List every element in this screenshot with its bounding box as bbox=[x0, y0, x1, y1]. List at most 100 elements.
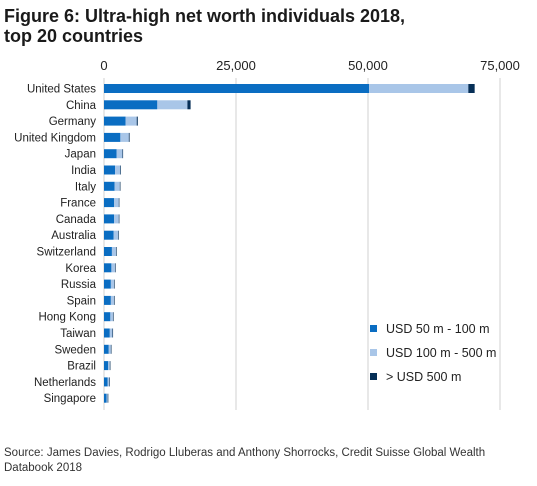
category-label: Singapore bbox=[44, 393, 96, 405]
source-note: Source: James Davies, Rodrigo Lluberas a… bbox=[4, 447, 486, 474]
legend-label: USD 100 m - 500 m bbox=[386, 346, 496, 360]
category-label: Canada bbox=[56, 214, 97, 226]
bar-segment bbox=[112, 328, 114, 338]
category-label: Australia bbox=[51, 230, 96, 242]
legend-swatch bbox=[370, 325, 377, 332]
bar-segment bbox=[114, 279, 115, 289]
bar-segment bbox=[104, 295, 111, 305]
bar-segment bbox=[120, 132, 129, 142]
category-label: Russia bbox=[61, 279, 97, 291]
bar-segment bbox=[104, 361, 109, 371]
bar-segment bbox=[114, 181, 120, 191]
category-label: Korea bbox=[65, 263, 96, 275]
bar-segment bbox=[108, 344, 111, 354]
category-label: Italy bbox=[75, 181, 96, 193]
bar-segment bbox=[104, 149, 117, 159]
bar-segment bbox=[107, 393, 109, 403]
bar-segment bbox=[104, 247, 112, 256]
bar-segment bbox=[118, 230, 119, 240]
bar-segment bbox=[104, 116, 126, 126]
x-tick-label: 25,000 bbox=[216, 58, 256, 73]
x-tick-label: 75,000 bbox=[480, 58, 520, 73]
bar-segment bbox=[104, 344, 109, 354]
bar-segment bbox=[104, 279, 111, 289]
bar-segment bbox=[157, 100, 188, 110]
category-labels: United States China Germany United Kingdom J… bbox=[14, 84, 96, 406]
x-tick-label: 0 bbox=[100, 58, 107, 73]
bar-segment bbox=[187, 100, 191, 110]
bar-segment bbox=[116, 149, 123, 159]
legend-label: USD 50 m - 100 m bbox=[386, 322, 490, 336]
bar-segment bbox=[104, 393, 107, 403]
bar-segment bbox=[115, 165, 121, 175]
category-label: Switzerland bbox=[37, 247, 96, 259]
bar-segment bbox=[111, 263, 116, 273]
chart-title-line-1: Figure 6: Ultra-high net worth individua… bbox=[4, 6, 406, 26]
legend: USD 50 m - 100 m USD 100 m - 500 m > USD 5… bbox=[370, 322, 496, 384]
bar-segment bbox=[104, 132, 121, 142]
category-label: Brazil bbox=[67, 361, 96, 373]
bar-segment bbox=[369, 84, 469, 93]
bar-segment bbox=[106, 393, 108, 403]
x-tick-label: 50,000 bbox=[348, 58, 388, 73]
bar-segment bbox=[104, 312, 111, 322]
category-label: Spain bbox=[67, 295, 96, 307]
x-axis-ticks: 0 25,000 50,000 75,000 bbox=[100, 58, 520, 73]
legend-swatch bbox=[370, 373, 377, 380]
category-label: United States bbox=[27, 84, 96, 96]
bar-segment bbox=[119, 181, 121, 191]
bar-segment bbox=[113, 230, 119, 240]
category-label: France bbox=[60, 198, 96, 210]
bar-segment bbox=[104, 198, 115, 208]
category-label: India bbox=[71, 165, 97, 177]
bar-segment bbox=[109, 361, 111, 371]
chart-title-line-2: top 20 countries bbox=[4, 26, 144, 46]
bar-segment bbox=[109, 328, 113, 338]
bar-segment bbox=[110, 344, 112, 354]
bar-segment bbox=[104, 263, 112, 273]
category-label: Hong Kong bbox=[38, 312, 96, 324]
bar-segment bbox=[136, 116, 138, 126]
bar-segment bbox=[104, 377, 108, 387]
bar-segment bbox=[114, 198, 119, 208]
chart-title: Figure 6: Ultra-high net worth individua… bbox=[4, 6, 524, 46]
bar-segment bbox=[118, 198, 120, 208]
bar-segment bbox=[110, 312, 113, 322]
category-label: United Kingdom bbox=[14, 132, 96, 144]
bar-segment bbox=[112, 312, 114, 322]
bar-segment bbox=[110, 279, 115, 289]
bar-segment bbox=[110, 295, 115, 305]
bar-segment bbox=[115, 263, 116, 273]
bar-segment bbox=[104, 181, 115, 191]
bar-segment bbox=[122, 149, 124, 159]
bars bbox=[104, 84, 475, 403]
category-label: Germany bbox=[49, 116, 97, 128]
bar-segment bbox=[104, 84, 370, 93]
grid-lines bbox=[103, 78, 501, 410]
category-label: Sweden bbox=[54, 344, 96, 356]
bar-segment bbox=[104, 214, 115, 224]
bar-segment bbox=[104, 100, 158, 110]
bar-segment bbox=[104, 328, 110, 338]
bar-segment bbox=[109, 377, 110, 387]
bar-segment bbox=[125, 116, 137, 126]
bar-segment bbox=[118, 214, 120, 224]
category-label: China bbox=[66, 100, 97, 112]
bar-segment bbox=[116, 247, 117, 256]
legend-swatch bbox=[370, 349, 377, 356]
bar-segment bbox=[107, 377, 110, 387]
bar-segment bbox=[104, 230, 114, 240]
bar-segment bbox=[468, 84, 475, 93]
chart-area: 0 25,000 50,000 75,000 United States China Ge… bbox=[14, 58, 520, 410]
bar-segment bbox=[128, 132, 130, 142]
legend-label: > USD 500 m bbox=[386, 370, 461, 384]
category-label: Taiwan bbox=[60, 328, 96, 340]
category-label: Netherlands bbox=[34, 377, 96, 389]
bar-segment bbox=[120, 165, 121, 175]
category-label: Japan bbox=[65, 149, 96, 161]
bar-segment bbox=[114, 295, 115, 305]
bar-segment bbox=[114, 214, 119, 224]
bar-segment bbox=[108, 361, 110, 371]
bar-segment bbox=[104, 165, 116, 175]
bar-segment bbox=[111, 247, 117, 256]
